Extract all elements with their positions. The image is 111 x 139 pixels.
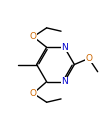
- Text: O: O: [30, 32, 37, 41]
- Text: O: O: [30, 89, 37, 98]
- Text: N: N: [61, 43, 68, 52]
- Text: O: O: [85, 54, 92, 63]
- Text: N: N: [61, 77, 68, 86]
